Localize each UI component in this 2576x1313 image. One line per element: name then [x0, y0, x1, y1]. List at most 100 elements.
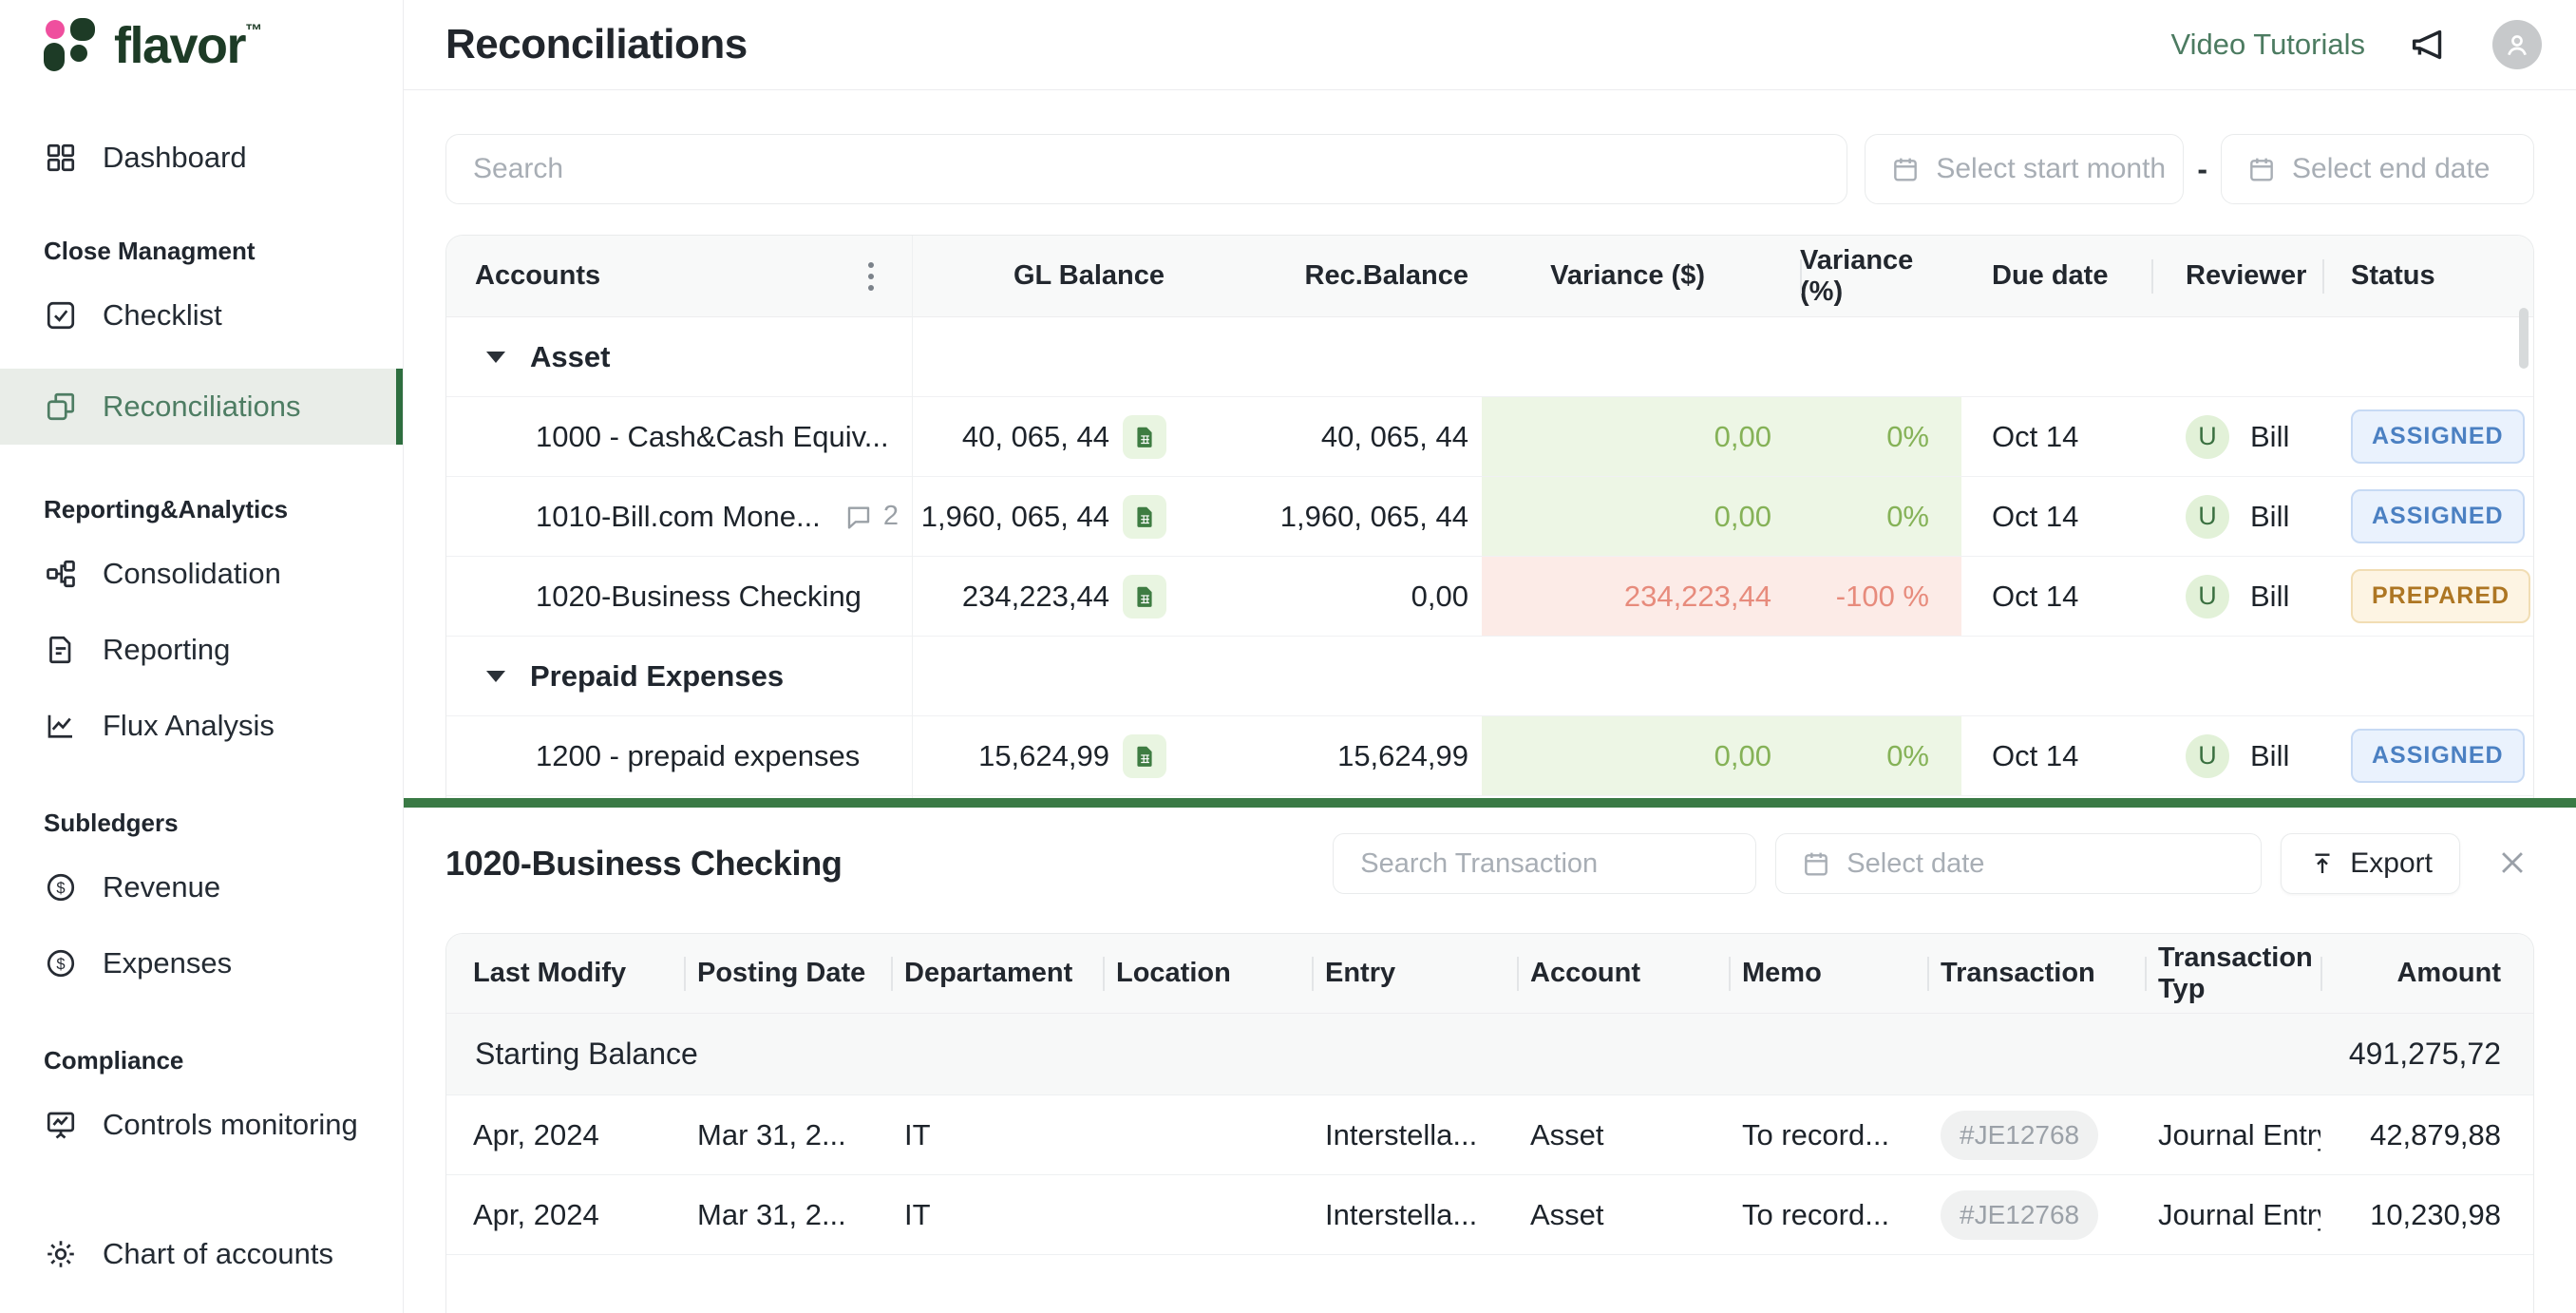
sidebar-item-chart-of-accounts[interactable]: Chart of accounts — [0, 1222, 403, 1286]
amount-cell: 10,230,98 — [2370, 1197, 2501, 1231]
sidebar-item-revenue[interactable]: $ Revenue — [0, 855, 403, 920]
sidebar-item-checklist[interactable]: Checklist — [0, 283, 403, 348]
spreadsheet-file-icon[interactable] — [1123, 494, 1166, 539]
video-tutorials-link[interactable]: Video Tutorials — [2170, 28, 2366, 61]
calendar-icon — [1805, 852, 1828, 876]
column-header-reviewer: Reviewer — [2151, 236, 2322, 316]
panel-split-divider[interactable] — [404, 798, 2576, 808]
rec-balance-cell: 40, 065, 44 — [1320, 419, 1468, 453]
sidebar-item-reconciliations[interactable]: Reconciliations — [0, 369, 403, 445]
account-name: 1000 - Cash&Cash Equiv... — [536, 419, 889, 453]
sidebar-item-reporting[interactable]: Reporting — [0, 618, 403, 682]
calendar-icon — [2250, 158, 2273, 181]
account-group-row[interactable]: Asset — [446, 317, 2533, 397]
sidebar-item-flux-analysis[interactable]: Flux Analysis — [0, 694, 403, 758]
sidebar-section-close-management: Close Managment — [44, 236, 256, 265]
entry-cell: Interstella... — [1325, 1197, 1478, 1231]
gl-balance-cell: 40, 065, 44 — [912, 414, 1178, 459]
reviewer-avatar: U — [2186, 414, 2229, 459]
column-header-gl-balance: GL Balance — [1013, 260, 1165, 291]
end-date-picker[interactable]: Select end date — [2221, 134, 2534, 204]
gl-balance-cell: 234,223,44 — [912, 574, 1178, 618]
start-month-placeholder: Select start month — [1936, 153, 2167, 184]
department-cell: IT — [904, 1117, 931, 1151]
chevron-down-icon[interactable] — [486, 351, 505, 363]
column-header-last-modify: Last Modify — [473, 958, 627, 988]
table-row[interactable]: 1020-Business Checking 234,223,44 0,00 2… — [446, 557, 2533, 637]
close-icon — [2502, 851, 2523, 873]
journal-entry-pill[interactable]: #JE12768 — [1941, 1110, 2099, 1160]
status-badge: PREPARED — [2351, 569, 2531, 623]
sidebar-item-expenses[interactable]: $ Expenses — [0, 931, 403, 996]
spreadsheet-file-icon[interactable] — [1123, 574, 1166, 618]
table-row[interactable]: Apr, 2024 Mar 31, 2... IT Interstella...… — [446, 1095, 2533, 1175]
sidebar-item-label: Expenses — [103, 946, 233, 980]
sidebar-item-label: Controls monitoring — [103, 1108, 358, 1141]
spreadsheet-file-icon[interactable] — [1123, 733, 1166, 778]
column-header-variance-usd: Variance ($) — [1550, 260, 1705, 291]
comment-bubble-icon — [847, 505, 870, 529]
reviewer-name: Bill — [2250, 499, 2290, 533]
export-label: Export — [2350, 847, 2433, 879]
table-row[interactable]: 1000 - Cash&Cash Equiv... 40, 065, 44 40… — [446, 397, 2533, 477]
transaction-date-picker[interactable]: Select date — [1775, 833, 2263, 894]
column-header-due-date: Due date — [1992, 260, 2109, 291]
user-avatar[interactable] — [2492, 20, 2542, 69]
brand-logo[interactable]: flavor™ — [0, 0, 403, 91]
content-area: Reconciliations Video Tutorials — [404, 0, 2576, 1313]
variance-usd-cell: 0,00 — [1482, 477, 1800, 556]
table-row[interactable]: 1010-Bill.com Mone... 2 1,960, 065, 44 1… — [446, 477, 2533, 557]
end-date-placeholder: Select end date — [2292, 153, 2491, 184]
transaction-cell: #JE12768 — [1927, 1110, 2145, 1160]
vertical-scrollbar[interactable] — [2519, 308, 2529, 369]
starting-balance-row: Starting Balance 491,275,72 — [446, 1014, 2533, 1095]
trademark-symbol: ™ — [245, 21, 263, 40]
account-name: 1020-Business Checking — [536, 579, 862, 613]
spreadsheet-file-icon[interactable] — [1123, 414, 1166, 459]
sidebar-item-label: Checklist — [103, 298, 222, 332]
transaction-search-input[interactable] — [1333, 833, 1757, 894]
search-input[interactable] — [445, 134, 1848, 204]
svg-text:$: $ — [56, 880, 65, 897]
export-button[interactable]: Export — [2281, 833, 2460, 894]
kebab-menu-icon[interactable] — [862, 257, 880, 296]
reviewer-name: Bill — [2250, 419, 2290, 453]
revenue-dollar-icon: $ — [47, 873, 75, 902]
reviewer-avatar: U — [2186, 733, 2229, 778]
column-header-accounts: Accounts — [446, 236, 912, 316]
column-header-transaction-type: Transaction Typ — [2145, 934, 2320, 1013]
table-row[interactable]: 1200 - prepaid expenses 15,624,99 15,624… — [446, 716, 2533, 796]
controls-monitoring-icon — [47, 1112, 75, 1139]
account-group-row[interactable]: Prepaid Expenses — [446, 637, 2533, 716]
reviewer-cell: U Bill — [2151, 494, 2322, 539]
transaction-type-cell: Journal Entry — [2158, 1197, 2320, 1231]
sidebar-item-dashboard[interactable]: Dashboard — [0, 125, 403, 190]
column-header-amount: Amount — [2320, 934, 2533, 1013]
accounts-table-header: Accounts GL Balance Rec.Balance Variance… — [446, 236, 2533, 317]
table-row[interactable]: Apr, 2024 Mar 31, 2... IT Interstella...… — [446, 1175, 2533, 1255]
last-modify-cell: Apr, 2024 — [473, 1117, 599, 1151]
reviewer-avatar: U — [2186, 574, 2229, 618]
variance-usd-cell: 234,223,44 — [1482, 557, 1800, 636]
journal-entry-pill[interactable]: #JE12768 — [1941, 1189, 2099, 1240]
account-name: 1200 - prepaid expenses — [536, 738, 861, 772]
sidebar-item-consolidation[interactable]: Consolidation — [0, 542, 403, 606]
sidebar-section-reporting-analytics: Reporting&Analytics — [44, 494, 289, 523]
start-month-picker[interactable]: Select start month — [1865, 134, 2185, 204]
announcements-button[interactable] — [2407, 23, 2451, 67]
chevron-down-icon[interactable] — [486, 670, 505, 682]
close-panel-button[interactable] — [2491, 841, 2534, 887]
transaction-type-cell: Journal Entry — [2158, 1117, 2320, 1151]
account-cell: Asset — [1530, 1117, 1604, 1151]
transactions-table: Last Modify Posting Date Departament Loc… — [445, 933, 2534, 1313]
sidebar-nav: Dashboard Close Managment Checklist Reco… — [0, 91, 403, 1313]
status-badge: ASSIGNED — [2351, 409, 2525, 464]
sidebar-item-controls-monitoring[interactable]: Controls monitoring — [0, 1093, 403, 1157]
comments-indicator[interactable]: 2 — [843, 501, 899, 532]
gl-balance-cell: 1,960, 065, 44 — [912, 494, 1178, 539]
variance-pct-cell: 0% — [1800, 716, 1961, 795]
column-header-memo: Memo — [1729, 934, 1927, 1013]
department-cell: IT — [904, 1197, 931, 1231]
account-name: 1010-Bill.com Mone... 2 — [536, 499, 899, 533]
topbar-actions: Video Tutorials — [2170, 20, 2542, 69]
